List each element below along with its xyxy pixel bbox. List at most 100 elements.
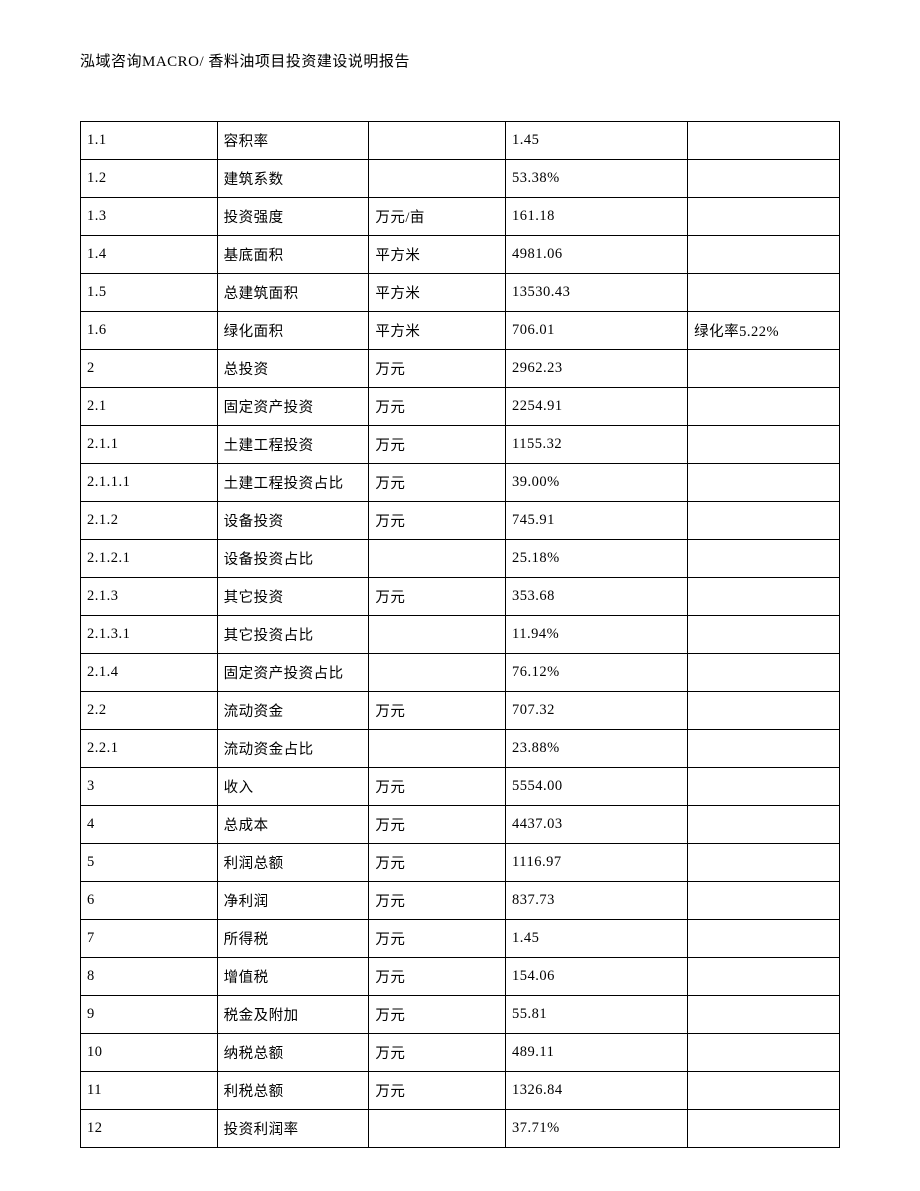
cell-unit: 万元/亩 [369,198,506,236]
cell-remark [688,464,840,502]
cell-remark [688,844,840,882]
cell-value: 707.32 [506,692,688,730]
cell-no: 2.2.1 [81,730,218,768]
cell-name: 土建工程投资 [217,426,369,464]
table-row: 12投资利润率37.71% [81,1110,840,1148]
cell-name: 土建工程投资占比 [217,464,369,502]
cell-remark [688,958,840,996]
cell-value: 1116.97 [506,844,688,882]
cell-name: 净利润 [217,882,369,920]
cell-value: 2254.91 [506,388,688,426]
cell-unit: 万元 [369,1072,506,1110]
cell-no: 11 [81,1072,218,1110]
investment-table: 1.1容积率1.451.2建筑系数53.38%1.3投资强度万元/亩161.18… [80,121,840,1148]
cell-value: 23.88% [506,730,688,768]
cell-name: 利润总额 [217,844,369,882]
cell-name: 利税总额 [217,1072,369,1110]
cell-value: 13530.43 [506,274,688,312]
cell-no: 3 [81,768,218,806]
cell-remark [688,236,840,274]
cell-name: 其它投资 [217,578,369,616]
cell-value: 39.00% [506,464,688,502]
cell-name: 增值税 [217,958,369,996]
cell-no: 1.6 [81,312,218,350]
cell-remark [688,806,840,844]
cell-remark [688,350,840,388]
cell-value: 4981.06 [506,236,688,274]
cell-unit: 万元 [369,578,506,616]
cell-unit [369,540,506,578]
cell-name: 总建筑面积 [217,274,369,312]
cell-no: 2.1.3 [81,578,218,616]
cell-remark [688,730,840,768]
cell-no: 6 [81,882,218,920]
cell-unit: 平方米 [369,312,506,350]
cell-value: 2962.23 [506,350,688,388]
cell-value: 4437.03 [506,806,688,844]
cell-remark [688,540,840,578]
table-row: 1.2建筑系数53.38% [81,160,840,198]
cell-unit [369,122,506,160]
cell-name: 流动资金占比 [217,730,369,768]
cell-no: 2.1 [81,388,218,426]
cell-remark [688,768,840,806]
cell-value: 37.71% [506,1110,688,1148]
cell-unit: 万元 [369,426,506,464]
table-row: 2.2流动资金万元707.32 [81,692,840,730]
cell-name: 总成本 [217,806,369,844]
table-row: 2.1.3其它投资万元353.68 [81,578,840,616]
cell-value: 154.06 [506,958,688,996]
cell-no: 2.1.2 [81,502,218,540]
table-row: 10纳税总额万元489.11 [81,1034,840,1072]
cell-remark [688,1110,840,1148]
cell-remark [688,1072,840,1110]
cell-unit: 平方米 [369,274,506,312]
table-row: 2.1.2设备投资万元745.91 [81,502,840,540]
cell-no: 7 [81,920,218,958]
cell-no: 2.1.1 [81,426,218,464]
table-row: 2.1.4固定资产投资占比 76.12% [81,654,840,692]
cell-no: 12 [81,1110,218,1148]
cell-name: 固定资产投资 [217,388,369,426]
cell-no: 9 [81,996,218,1034]
cell-remark [688,996,840,1034]
table-row: 2.1.1土建工程投资万元1155.32 [81,426,840,464]
cell-unit: 万元 [369,464,506,502]
table-row: 3收入万元5554.00 [81,768,840,806]
table-row: 9税金及附加万元55.81 [81,996,840,1034]
cell-remark [688,426,840,464]
cell-value: 706.01 [506,312,688,350]
cell-unit: 万元 [369,920,506,958]
cell-remark [688,502,840,540]
cell-value: 11.94% [506,616,688,654]
page-header: 泓域咨询MACRO/ 香料油项目投资建设说明报告 [80,50,840,71]
cell-unit: 万元 [369,958,506,996]
cell-unit [369,1110,506,1148]
cell-unit [369,160,506,198]
table-row: 4总成本万元4437.03 [81,806,840,844]
cell-unit: 万元 [369,388,506,426]
cell-remark [688,274,840,312]
table-row: 7所得税万元1.45 [81,920,840,958]
cell-no: 2.1.4 [81,654,218,692]
cell-unit: 万元 [369,806,506,844]
cell-no: 2.2 [81,692,218,730]
cell-remark [688,692,840,730]
cell-value: 76.12% [506,654,688,692]
table-row: 1.4基底面积平方米4981.06 [81,236,840,274]
cell-no: 2.1.2.1 [81,540,218,578]
cell-unit: 万元 [369,768,506,806]
table-row: 2.2.1流动资金占比 23.88% [81,730,840,768]
cell-value: 1326.84 [506,1072,688,1110]
cell-unit: 万元 [369,502,506,540]
cell-no: 4 [81,806,218,844]
table-row: 5利润总额万元1116.97 [81,844,840,882]
cell-name: 固定资产投资占比 [217,654,369,692]
cell-remark [688,654,840,692]
cell-unit: 万元 [369,692,506,730]
table-row: 1.1容积率1.45 [81,122,840,160]
cell-no: 1.4 [81,236,218,274]
cell-value: 489.11 [506,1034,688,1072]
cell-remark [688,388,840,426]
cell-value: 1.45 [506,122,688,160]
